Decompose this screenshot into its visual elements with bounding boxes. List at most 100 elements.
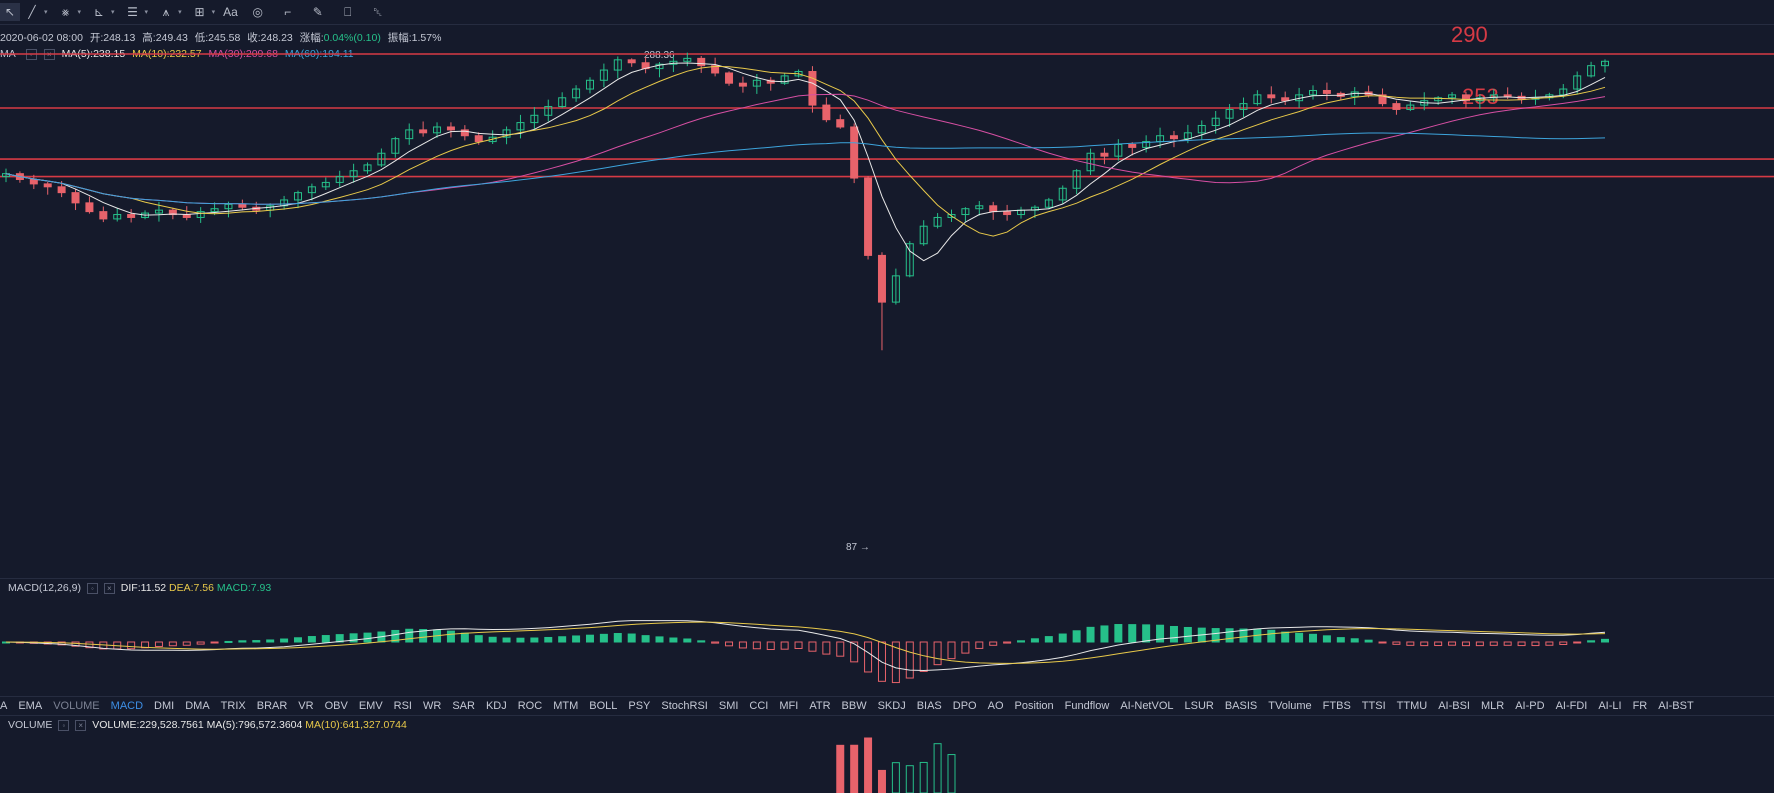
tab-tvolume[interactable]: TVolume bbox=[1268, 700, 1312, 712]
channel-icon[interactable]: ☰ bbox=[127, 5, 138, 19]
tab-rsi[interactable]: RSI bbox=[393, 700, 412, 712]
ohlc-change-value: 0.04%(0.10) bbox=[323, 32, 381, 44]
macd-close-icon[interactable]: × bbox=[103, 582, 115, 594]
candle-body bbox=[1058, 187, 1067, 201]
volume-bar bbox=[877, 769, 886, 793]
tab-vr[interactable]: VR bbox=[298, 700, 314, 712]
candle-body bbox=[1587, 65, 1596, 77]
tab-ema[interactable]: EMA bbox=[18, 700, 43, 712]
pane-divider-tabs bbox=[0, 696, 1774, 697]
pen-icon[interactable]: ✎ bbox=[312, 5, 323, 19]
tab-position[interactable]: Position bbox=[1014, 700, 1054, 712]
wave-icon[interactable]: ⩚ bbox=[162, 4, 170, 19]
toolbar-items: ↖ ╱ ▾ ⨳ ▾ ⊾ ▾ ☰ ▾ ⩚ ▾ ⊞ ▾ bbox=[0, 3, 223, 21]
tab-brar[interactable]: BRAR bbox=[256, 700, 288, 712]
tab-ai-netvol[interactable]: AI-NetVOL bbox=[1120, 700, 1174, 712]
macd-histogram-bar bbox=[1239, 628, 1248, 643]
candle-body bbox=[1267, 94, 1276, 99]
tab-kdj[interactable]: KDJ bbox=[485, 700, 507, 712]
chevron-down-icon[interactable]: ▾ bbox=[77, 9, 82, 16]
tab-trix[interactable]: TRIX bbox=[220, 700, 246, 712]
macd-settings-icon[interactable]: ◦ bbox=[86, 582, 98, 594]
angle-icon[interactable]: ⊾ bbox=[94, 5, 105, 19]
tab-dma[interactable]: DMA bbox=[185, 700, 210, 712]
tab-ttsi[interactable]: TTSI bbox=[1361, 700, 1386, 712]
tab-ftbs[interactable]: FTBS bbox=[1322, 700, 1351, 712]
candle-body bbox=[377, 152, 386, 166]
tab-bbw[interactable]: BBW bbox=[841, 700, 867, 712]
tab-ai-fdi[interactable]: AI-FDI bbox=[1555, 700, 1588, 712]
tab-mlr[interactable]: MLR bbox=[1480, 700, 1505, 712]
tab-macd[interactable]: MACD bbox=[110, 700, 144, 712]
tab-mtm[interactable]: MTM bbox=[553, 700, 579, 712]
tab-emv[interactable]: EMV bbox=[358, 700, 383, 712]
tab-stochrsi[interactable]: StochRSI bbox=[661, 700, 708, 712]
chevron-down-icon[interactable]: ▾ bbox=[144, 9, 149, 16]
tab-roc[interactable]: ROC bbox=[517, 700, 543, 712]
multi-line-icon[interactable]: ⨳ bbox=[61, 4, 70, 19]
text-tool-button[interactable]: Aa bbox=[223, 5, 238, 19]
chevron-down-icon[interactable]: ▾ bbox=[44, 9, 48, 16]
ruler-icon[interactable]: ⌐ bbox=[284, 5, 292, 19]
tab-ttmu[interactable]: TTMU bbox=[1396, 700, 1428, 712]
macd-histogram-bar bbox=[1169, 625, 1178, 643]
tab-bias[interactable]: BIAS bbox=[916, 700, 942, 712]
macd-histogram-bar bbox=[266, 639, 275, 643]
lock-icon[interactable]: ⎕ bbox=[344, 4, 352, 19]
candle-body bbox=[933, 216, 942, 227]
chevron-down-icon[interactable]: ▾ bbox=[211, 9, 216, 16]
shapes-icon[interactable]: ◎ bbox=[252, 5, 264, 19]
macd-histogram-bar bbox=[1267, 629, 1276, 643]
macd-histogram-bar bbox=[1517, 641, 1526, 647]
chevron-down-icon[interactable]: ▾ bbox=[111, 9, 115, 16]
tab-ai-li[interactable]: AI-LI bbox=[1598, 700, 1622, 712]
volume-bar bbox=[836, 744, 845, 793]
macd-histogram-bar bbox=[655, 636, 664, 643]
indicator-tabs: A EMA VOLUME MACD DMI DMA TRIX BRAR VR OBV EMV RSI W… bbox=[0, 698, 1705, 714]
tab-boll[interactable]: BOLL bbox=[589, 700, 618, 712]
tab-cci[interactable]: CCI bbox=[749, 700, 769, 712]
macd-histogram-bar bbox=[71, 641, 80, 647]
tab-wr[interactable]: WR bbox=[423, 700, 442, 712]
volume-close-icon[interactable]: × bbox=[75, 719, 87, 731]
crosshair-icon[interactable]: ⊞ bbox=[194, 5, 205, 19]
toolbar-tail-items: ◎ ⌐ ✎ ⎕ ␡ bbox=[248, 3, 398, 21]
macd-histogram-bar bbox=[1044, 636, 1053, 643]
tab-sar[interactable]: SAR bbox=[452, 700, 475, 712]
tab-atr[interactable]: ATR bbox=[809, 700, 831, 712]
tab-a[interactable]: A bbox=[0, 700, 8, 712]
cursor-icon[interactable]: ↖ bbox=[0, 3, 20, 21]
tab-ai-bsi[interactable]: AI-BSI bbox=[1438, 700, 1470, 712]
tab-dmi[interactable]: DMI bbox=[154, 700, 175, 712]
macd-histogram-bar bbox=[613, 633, 622, 643]
tab-ai-bst[interactable]: AI-BST bbox=[1658, 700, 1694, 712]
candle-body bbox=[613, 59, 622, 71]
tab-volume[interactable]: VOLUME bbox=[53, 700, 100, 712]
macd-histogram-bar bbox=[1183, 626, 1192, 643]
tab-skdj[interactable]: SKDJ bbox=[877, 700, 906, 712]
tab-ao[interactable]: AO bbox=[987, 700, 1004, 712]
candle-body bbox=[808, 71, 817, 106]
macd-histogram-bar bbox=[822, 641, 831, 655]
tab-basis[interactable]: BASIS bbox=[1224, 700, 1258, 712]
macd-histogram-bar bbox=[405, 628, 414, 643]
macd-histogram-bar bbox=[210, 641, 219, 644]
chevron-down-icon[interactable]: ▾ bbox=[178, 9, 182, 16]
macd-histogram-bar bbox=[1336, 637, 1345, 643]
tab-obv[interactable]: OBV bbox=[324, 700, 348, 712]
macd-histogram-bar bbox=[391, 629, 400, 643]
tab-lsur[interactable]: LSUR bbox=[1184, 700, 1214, 712]
tab-dpo[interactable]: DPO bbox=[952, 700, 977, 712]
macd-histogram-bar bbox=[711, 641, 720, 644]
tab-mfi[interactable]: MFI bbox=[779, 700, 799, 712]
tab-psy[interactable]: PSY bbox=[628, 700, 651, 712]
candle-body bbox=[1044, 199, 1053, 208]
tab-smi[interactable]: SMI bbox=[718, 700, 739, 712]
tab-ai-pd[interactable]: AI-PD bbox=[1515, 700, 1545, 712]
trash-icon[interactable]: ␡ bbox=[372, 4, 383, 19]
tab-fr[interactable]: FR bbox=[1632, 700, 1648, 712]
tab-fundflow[interactable]: Fundflow bbox=[1064, 700, 1110, 712]
line-icon[interactable]: ╱ bbox=[28, 5, 36, 19]
macd-histogram-bar bbox=[1475, 641, 1484, 647]
volume-settings-icon[interactable]: ◦ bbox=[58, 719, 70, 731]
